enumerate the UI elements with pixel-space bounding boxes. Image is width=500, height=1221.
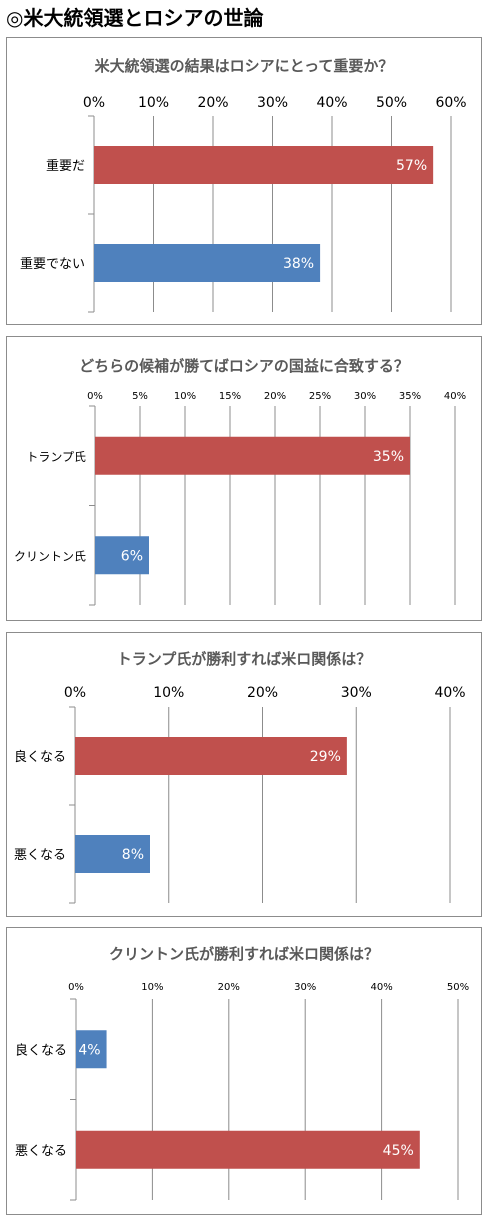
bar-data-label: 45%	[383, 1143, 414, 1159]
category-label: 良くなる	[14, 749, 66, 765]
bar-data-label: 4%	[78, 1042, 100, 1058]
category-label: 良くなる	[15, 1042, 67, 1058]
bar	[76, 1030, 107, 1069]
x-tick-label: 40%	[316, 95, 347, 111]
bar-data-label: 57%	[396, 158, 427, 174]
x-tick-label: 20%	[218, 982, 240, 993]
category-label: クリントン氏	[14, 549, 86, 563]
bar	[95, 536, 149, 575]
chart-title: トランプ氏が勝利すれば米ロ関係は？	[117, 650, 372, 668]
x-tick-label: 40%	[434, 685, 465, 701]
x-tick-label: 30%	[294, 982, 316, 993]
x-tick-label: 0%	[64, 685, 86, 701]
bar	[76, 1130, 420, 1169]
x-tick-label: 20%	[197, 95, 228, 111]
x-tick-label: 40%	[444, 391, 466, 402]
x-tick-label: 0%	[83, 95, 105, 111]
bar-data-label: 6%	[121, 548, 143, 564]
page-title: ◎米大統領選とロシアの世論	[6, 6, 264, 30]
chart-clinton-relations: クリントン氏が勝利すれば米ロ関係は？ 0% 10% 20% 30% 40% 50% 4% 良くな…	[15, 945, 469, 1201]
chart-panel-clinton-relations: クリントン氏が勝利すれば米ロ関係は？ 0% 10% 20% 30% 40% 50% 4% 良くな…	[6, 927, 482, 1215]
chart-importance: 米大統領選の結果はロシアにとって重要か？ 0% 10% 20% 30% 40% 50% 60%…	[20, 57, 467, 313]
bar-data-label: 35%	[373, 449, 404, 465]
chart-trump-relations: トランプ氏が勝利すれば米ロ関係は？ 0% 10% 20% 30% 40% 29% 良くなる 8%…	[14, 650, 466, 904]
x-tick-label: 20%	[264, 391, 286, 402]
x-tick-label: 15%	[219, 391, 241, 402]
chart-title: 米大統領選の結果はロシアにとって重要か？	[95, 57, 394, 75]
x-tick-label: 40%	[370, 982, 392, 993]
chart-title: どちらの候補が勝てばロシアの国益に合致する？	[79, 357, 409, 375]
x-tick-label: 60%	[435, 95, 466, 111]
bar-data-label: 38%	[283, 256, 314, 272]
x-tick-label: 10%	[138, 95, 169, 111]
x-tick-label: 50%	[376, 95, 407, 111]
x-tick-label: 35%	[399, 391, 421, 402]
category-label: 悪くなる	[15, 1144, 67, 1159]
bar	[75, 835, 150, 873]
category-label: トランプ氏	[26, 450, 86, 464]
x-tick-label: 30%	[257, 95, 288, 111]
category-label: 重要だ	[46, 158, 85, 174]
x-tick-label: 10%	[153, 685, 184, 701]
chart-panel-importance: 米大統領選の結果はロシアにとって重要か？ 0% 10% 20% 30% 40% 50% 60%…	[6, 37, 482, 325]
bar	[94, 244, 321, 282]
x-tick-label: 5%	[132, 391, 148, 402]
bar	[94, 146, 434, 184]
x-tick-label: 0%	[87, 391, 103, 402]
x-tick-label: 25%	[309, 391, 331, 402]
chart-panel-trump-relations: トランプ氏が勝利すれば米ロ関係は？ 0% 10% 20% 30% 40% 29% 良くなる 8%…	[6, 632, 482, 917]
x-tick-label: 30%	[354, 391, 376, 402]
category-label: 重要でない	[20, 256, 85, 272]
x-tick-label: 30%	[341, 685, 372, 701]
chart-national-interest: どちらの候補が勝てばロシアの国益に合致する？ 0% 5% 10% 15% 20% 25% 30…	[14, 357, 466, 606]
bar-data-label: 29%	[310, 749, 341, 765]
x-tick-label: 10%	[174, 391, 196, 402]
x-tick-label: 20%	[247, 685, 278, 701]
x-tick-label: 10%	[141, 982, 163, 993]
x-tick-label: 0%	[68, 982, 84, 993]
x-tick-label: 50%	[447, 982, 469, 993]
chart-title: クリントン氏が勝利すれば米ロ関係は？	[109, 945, 379, 963]
bar	[75, 737, 347, 775]
category-label: 悪くなる	[14, 848, 66, 863]
bar-data-label: 8%	[122, 847, 144, 863]
chart-panel-national-interest: どちらの候補が勝てばロシアの国益に合致する？ 0% 5% 10% 15% 20% 25% 30…	[6, 336, 482, 621]
bar	[95, 436, 410, 475]
